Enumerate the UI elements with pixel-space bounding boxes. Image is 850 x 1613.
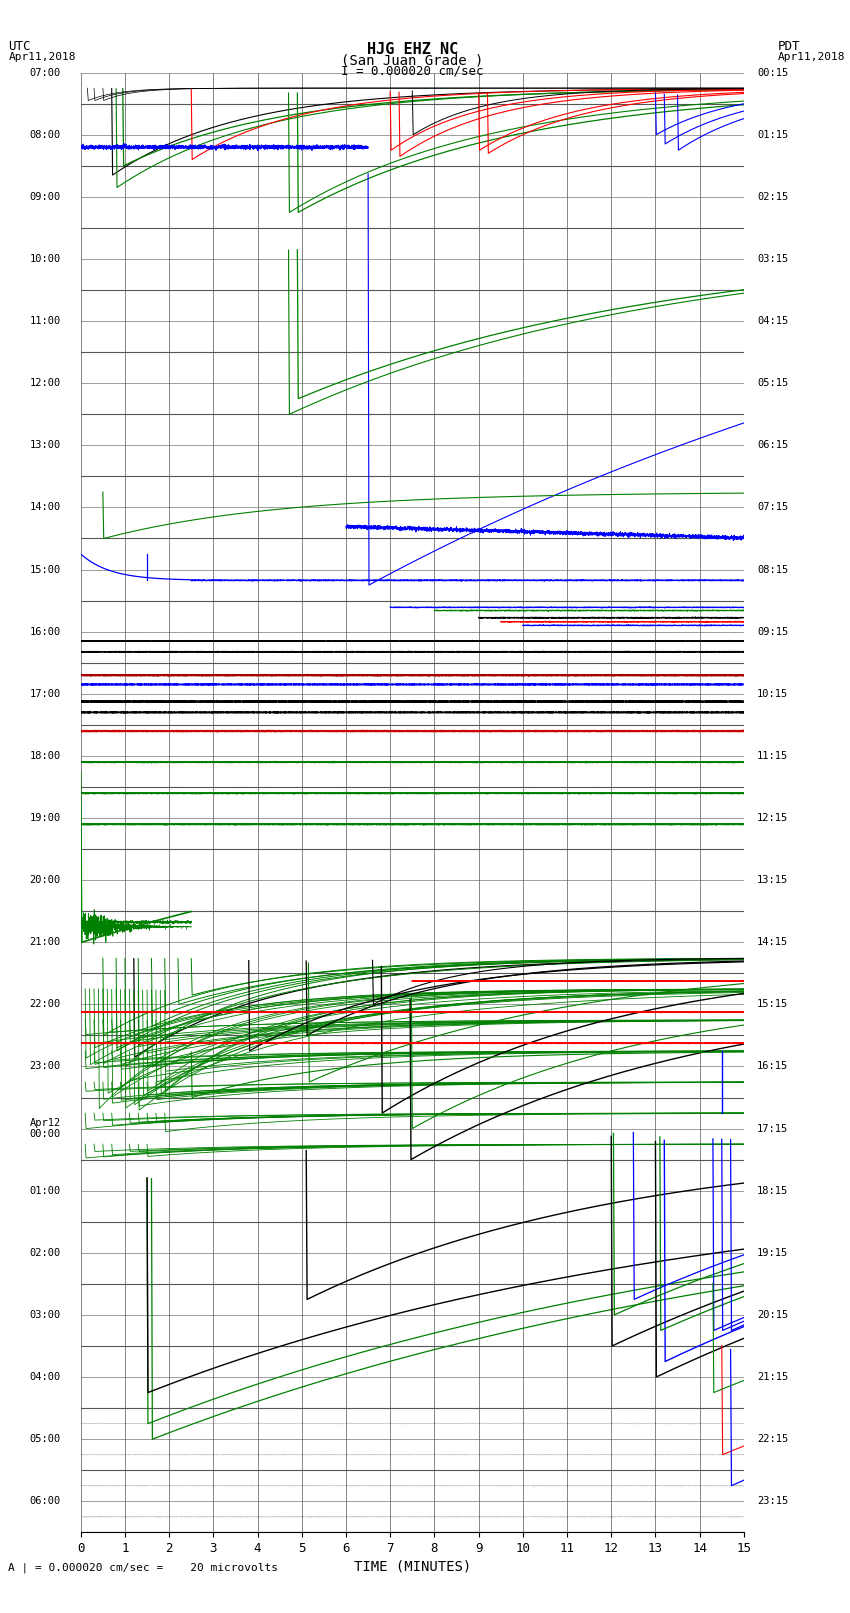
Text: UTC: UTC xyxy=(8,40,31,53)
Text: (San Juan Grade ): (San Juan Grade ) xyxy=(341,53,484,68)
Text: 15:00: 15:00 xyxy=(30,565,61,574)
Text: 23:00: 23:00 xyxy=(30,1061,61,1071)
Text: 17:15: 17:15 xyxy=(757,1124,788,1134)
Text: 11:15: 11:15 xyxy=(757,752,788,761)
Text: 19:00: 19:00 xyxy=(30,813,61,823)
Text: 18:00: 18:00 xyxy=(30,752,61,761)
Text: 19:15: 19:15 xyxy=(757,1248,788,1258)
Text: 02:15: 02:15 xyxy=(757,192,788,202)
Text: 01:00: 01:00 xyxy=(30,1186,61,1195)
Text: 03:00: 03:00 xyxy=(30,1310,61,1319)
Text: 07:00: 07:00 xyxy=(30,68,61,77)
Text: 08:00: 08:00 xyxy=(30,129,61,140)
Text: 10:00: 10:00 xyxy=(30,253,61,265)
Text: 18:15: 18:15 xyxy=(757,1186,788,1195)
Text: 17:00: 17:00 xyxy=(30,689,61,698)
Text: 07:15: 07:15 xyxy=(757,502,788,513)
Text: HJG EHZ NC: HJG EHZ NC xyxy=(366,42,458,56)
Text: 12:15: 12:15 xyxy=(757,813,788,823)
Text: PDT: PDT xyxy=(778,40,800,53)
Text: 04:00: 04:00 xyxy=(30,1373,61,1382)
Text: Apr11,2018: Apr11,2018 xyxy=(8,52,76,61)
Text: 14:00: 14:00 xyxy=(30,502,61,513)
Text: 12:00: 12:00 xyxy=(30,377,61,389)
Text: 21:00: 21:00 xyxy=(30,937,61,947)
Text: 04:15: 04:15 xyxy=(757,316,788,326)
Text: 06:00: 06:00 xyxy=(30,1497,61,1507)
Text: 16:00: 16:00 xyxy=(30,626,61,637)
Text: 14:15: 14:15 xyxy=(757,937,788,947)
Text: Apr11,2018: Apr11,2018 xyxy=(778,52,845,61)
Text: 20:15: 20:15 xyxy=(757,1310,788,1319)
X-axis label: TIME (MINUTES): TIME (MINUTES) xyxy=(354,1560,471,1573)
Text: 13:00: 13:00 xyxy=(30,440,61,450)
Text: 23:15: 23:15 xyxy=(757,1497,788,1507)
Text: I = 0.000020 cm/sec: I = 0.000020 cm/sec xyxy=(341,65,484,77)
Text: A | = 0.000020 cm/sec =    20 microvolts: A | = 0.000020 cm/sec = 20 microvolts xyxy=(8,1561,279,1573)
Text: 22:00: 22:00 xyxy=(30,1000,61,1010)
Text: 09:00: 09:00 xyxy=(30,192,61,202)
Text: 16:15: 16:15 xyxy=(757,1061,788,1071)
Text: 02:00: 02:00 xyxy=(30,1248,61,1258)
Text: 11:00: 11:00 xyxy=(30,316,61,326)
Text: 09:15: 09:15 xyxy=(757,626,788,637)
Text: 01:15: 01:15 xyxy=(757,129,788,140)
Text: 08:15: 08:15 xyxy=(757,565,788,574)
Text: Apr12
00:00: Apr12 00:00 xyxy=(30,1118,61,1139)
Text: 05:00: 05:00 xyxy=(30,1434,61,1444)
Text: 03:15: 03:15 xyxy=(757,253,788,265)
Text: 00:15: 00:15 xyxy=(757,68,788,77)
Text: 06:15: 06:15 xyxy=(757,440,788,450)
Text: 22:15: 22:15 xyxy=(757,1434,788,1444)
Text: 20:00: 20:00 xyxy=(30,876,61,886)
Text: 10:15: 10:15 xyxy=(757,689,788,698)
Text: 13:15: 13:15 xyxy=(757,876,788,886)
Text: 21:15: 21:15 xyxy=(757,1373,788,1382)
Text: 15:15: 15:15 xyxy=(757,1000,788,1010)
Text: 05:15: 05:15 xyxy=(757,377,788,389)
